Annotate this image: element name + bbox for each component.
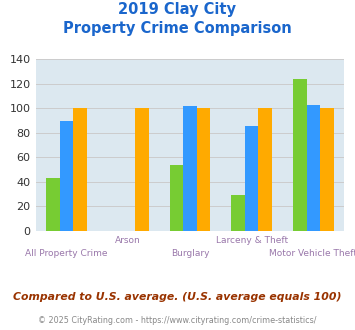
Text: Motor Vehicle Theft: Motor Vehicle Theft [269, 249, 355, 258]
Text: © 2025 CityRating.com - https://www.cityrating.com/crime-statistics/: © 2025 CityRating.com - https://www.city… [38, 316, 317, 325]
Text: Arson: Arson [115, 236, 141, 245]
Text: Burglary: Burglary [171, 249, 209, 258]
Bar [258, 109, 272, 231]
Bar [73, 109, 87, 231]
Bar [60, 121, 73, 231]
Bar [46, 178, 60, 231]
Text: All Property Crime: All Property Crime [25, 249, 108, 258]
Text: Larceny & Theft: Larceny & Theft [215, 236, 288, 245]
Bar [170, 165, 183, 231]
Bar [231, 195, 245, 231]
Bar [183, 106, 197, 231]
Bar [135, 109, 148, 231]
Text: Property Crime Comparison: Property Crime Comparison [63, 21, 292, 36]
Bar [293, 79, 307, 231]
Bar [245, 126, 258, 231]
Bar [307, 105, 320, 231]
Text: 2019 Clay City: 2019 Clay City [119, 2, 236, 16]
Legend: Clay City, Kentucky, National: Clay City, Kentucky, National [51, 326, 329, 330]
Bar [320, 109, 334, 231]
Text: Compared to U.S. average. (U.S. average equals 100): Compared to U.S. average. (U.S. average … [13, 292, 342, 302]
Bar [197, 109, 210, 231]
